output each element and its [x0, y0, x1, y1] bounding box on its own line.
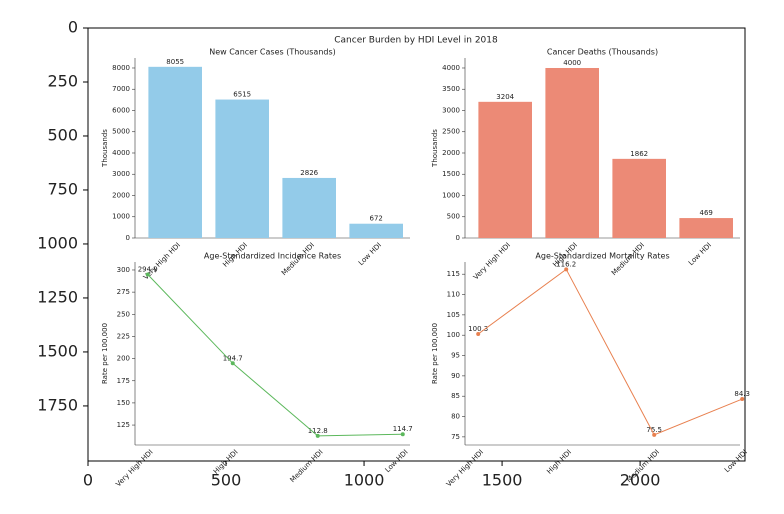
y-tick-label: 6000 [112, 106, 130, 114]
line [147, 274, 403, 437]
y-tick-label: 150 [117, 399, 130, 407]
y-tick-label: 4000 [442, 64, 460, 72]
bar [148, 66, 202, 238]
x-tick-label: 0 [83, 471, 93, 490]
y-tick-label: 90 [451, 372, 460, 380]
y-tick-label: 500 [47, 125, 78, 144]
bar [612, 158, 666, 238]
value-label: 3204 [496, 93, 514, 101]
y-tick-label: 5000 [112, 128, 130, 136]
x-tick-label: 2000 [620, 471, 661, 490]
y-tick-label: 1250 [37, 287, 78, 306]
value-label: 194.7 [223, 354, 243, 362]
y-axis-label: Thousands [101, 129, 109, 168]
panel-title: Age-Standardized Mortality Rates [535, 252, 669, 261]
y-tick-label: 225 [117, 332, 130, 340]
value-label: 116.2 [556, 260, 576, 268]
y-tick-label: 100 [447, 331, 460, 339]
panel-title: Cancer Deaths (Thousands) [547, 48, 658, 57]
x-tick-label: 1500 [482, 471, 523, 490]
value-label: 294.9 [138, 265, 158, 273]
value-label: 112.8 [308, 427, 328, 435]
y-tick-label: 200 [117, 355, 130, 363]
y-tick-label: 275 [117, 288, 130, 296]
value-label: 100.3 [468, 325, 488, 333]
y-tick-label: 3500 [442, 85, 460, 93]
y-tick-label: 110 [447, 291, 460, 299]
panel-title: New Cancer Cases (Thousands) [209, 48, 336, 57]
bar [349, 223, 403, 238]
bar [215, 99, 269, 239]
y-tick-label: 2000 [442, 149, 460, 157]
value-label: 6515 [233, 91, 251, 99]
y-tick-label: 250 [117, 310, 130, 318]
y-tick-label: 300 [117, 266, 130, 274]
y-tick-label: 1000 [442, 191, 460, 199]
y-tick-label: 3000 [112, 170, 130, 178]
y-tick-label: 8000 [112, 64, 130, 72]
y-tick-label: 3000 [442, 106, 460, 114]
value-label: 1862 [630, 150, 648, 158]
y-tick-label: 95 [451, 352, 460, 360]
bar [478, 101, 532, 238]
y-axis-label: Rate per 100,000 [431, 323, 439, 384]
y-tick-label: 85 [451, 392, 460, 400]
y-axis-label: Rate per 100,000 [101, 323, 109, 384]
y-tick-label: 105 [447, 311, 460, 319]
value-label: 84.3 [734, 390, 750, 398]
y-tick-label: 250 [47, 71, 78, 90]
x-tick-label: 500 [211, 471, 242, 490]
y-tick-label: 175 [117, 377, 130, 385]
y-tick-label: 0 [68, 18, 78, 37]
y-tick-label: 1000 [112, 213, 130, 221]
x-tick-label: 1000 [344, 471, 385, 490]
y-tick-label: 115 [447, 270, 460, 278]
y-tick-label: 1750 [37, 395, 78, 414]
value-label: 114.7 [393, 425, 413, 433]
y-tick-label: 7000 [112, 85, 130, 93]
y-tick-label: 125 [117, 421, 130, 429]
value-label: 75.5 [646, 426, 662, 434]
figure-title: Cancer Burden by HDI Level in 2018 [334, 36, 498, 46]
y-tick-label: 75 [451, 433, 460, 441]
value-label: 8055 [166, 58, 184, 66]
line [477, 268, 743, 436]
y-axis-label: Thousands [431, 129, 439, 168]
bar [545, 67, 599, 239]
y-tick-label: 500 [447, 213, 460, 221]
y-tick-label: 2500 [442, 128, 460, 136]
bar [282, 177, 336, 238]
y-tick-label: 1000 [37, 233, 78, 252]
y-tick-label: 4000 [112, 149, 130, 157]
y-tick-label: 1500 [442, 170, 460, 178]
bar [679, 218, 733, 238]
value-label: 469 [700, 209, 713, 217]
y-tick-label: 2000 [112, 191, 130, 199]
panel-title: Age-Standardized Incidence Rates [204, 252, 341, 261]
value-label: 2826 [300, 169, 318, 177]
y-tick-label: 0 [126, 234, 130, 242]
value-label: 4000 [563, 59, 581, 67]
y-tick-label: 80 [451, 413, 460, 421]
y-tick-label: 750 [47, 179, 78, 198]
y-tick-label: 0 [456, 234, 460, 242]
value-label: 672 [370, 215, 383, 223]
y-tick-label: 1500 [37, 341, 78, 360]
